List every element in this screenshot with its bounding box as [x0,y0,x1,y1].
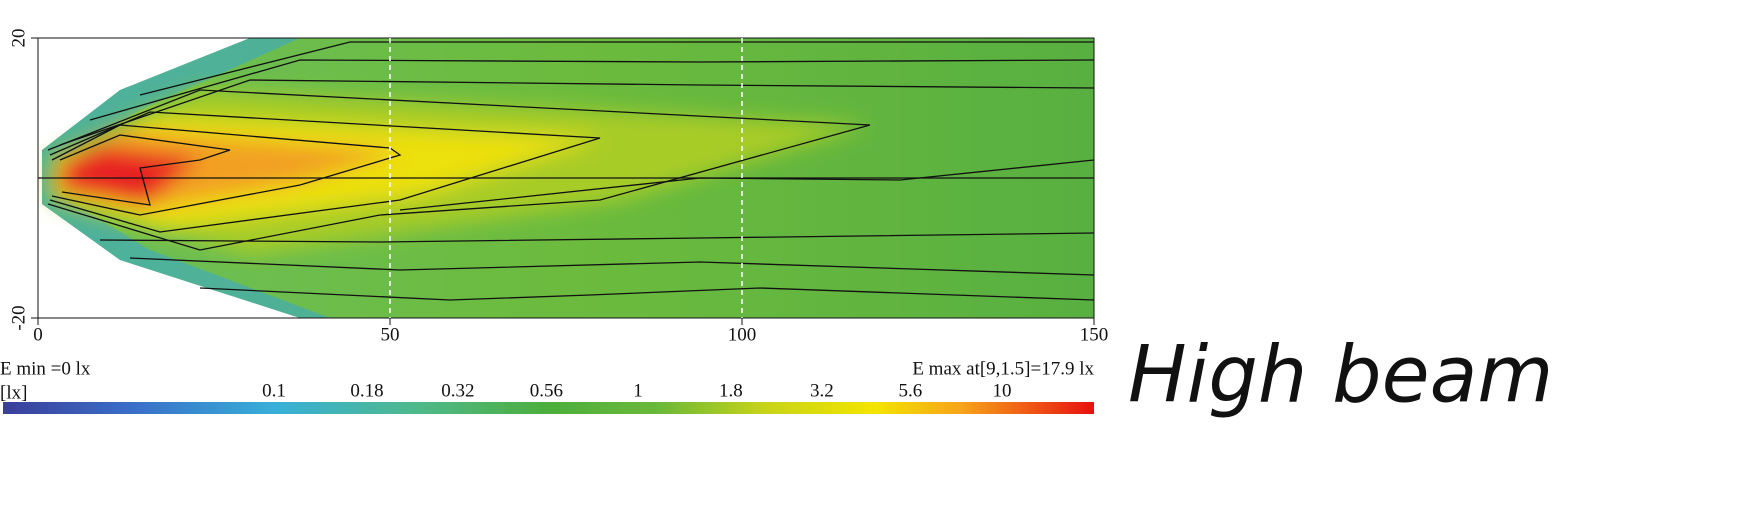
x-tick-label: 50 [381,324,400,345]
colorbar-tick-label: 3.2 [810,380,834,401]
colorbar-tick-label: 0.1 [262,380,286,401]
colorbar-tick-label: 1.8 [719,380,743,401]
emin-label: E min =0 lx [0,358,91,379]
colorbar-tick-label: 0.56 [530,380,563,401]
axes: 0 50 100 150 20 -20 0.1 0.18 0.32 0.56 1 1.8 3.2 5.6 1… [8,29,1109,414]
x-tick-label: 0 [33,324,43,345]
colorbar [3,402,1094,414]
colorbar-tick-label: 5.6 [898,380,922,401]
colorbar-tick-label: 10 [992,380,1011,401]
colorbar-tick-label: 0.18 [350,380,383,401]
x-tick-label: 150 [1080,324,1109,345]
colorbar-unit: [lx] [0,382,27,403]
colorbar-tick-label: 0.32 [441,380,474,401]
chart-label: High beam [1128,330,1553,420]
y-tick-label: -20 [8,305,29,330]
y-tick-label: 20 [8,29,29,48]
colorbar-tick-label: 1 [633,380,643,401]
emax-label: E max at[9,1.5]=17.9 lx [912,358,1094,379]
illuminance-field [42,38,1094,318]
x-tick-label: 100 [728,324,757,345]
